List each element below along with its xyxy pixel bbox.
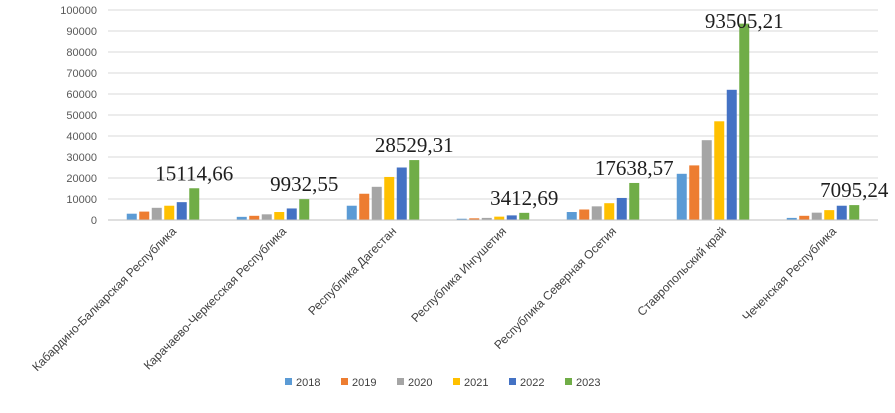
y-tick-label: 90000 xyxy=(66,26,97,38)
y-tick-label: 10000 xyxy=(66,194,97,206)
y-tick-label: 60000 xyxy=(66,89,97,101)
legend: 2018 2019 2020 2021 2022 2023 xyxy=(285,377,600,389)
bar-2022 xyxy=(396,167,407,220)
y-tick-label: 30000 xyxy=(66,152,97,164)
bar-2019 xyxy=(139,211,150,220)
data-label: 28529,31 xyxy=(375,133,454,157)
legend-swatch-2019 xyxy=(341,378,348,385)
legend-label: 2023 xyxy=(576,377,600,389)
bar-2018 xyxy=(786,217,797,220)
y-tick-label: 80000 xyxy=(66,47,97,59)
bar-2023 xyxy=(409,160,420,220)
data-label: 17638,57 xyxy=(595,156,674,180)
bar-2020 xyxy=(151,207,162,220)
data-label: 9932,55 xyxy=(270,172,338,196)
bar-2020 xyxy=(591,206,602,220)
bar-2020 xyxy=(811,212,822,220)
bar-2019 xyxy=(359,193,370,220)
y-tick-label: 0 xyxy=(91,215,97,227)
legend-label: 2018 xyxy=(296,377,320,389)
bar-2023 xyxy=(519,212,530,220)
gridlines xyxy=(108,9,878,200)
y-tick-label: 40000 xyxy=(66,131,97,143)
bar-2019 xyxy=(579,209,590,220)
bar-2020 xyxy=(261,214,272,220)
bar-2018 xyxy=(676,173,687,220)
bar-2018 xyxy=(236,216,247,220)
bar-2020 xyxy=(481,217,492,220)
bar-2022 xyxy=(616,197,627,220)
bar-2020 xyxy=(701,140,712,220)
legend-label: 2022 xyxy=(520,377,544,389)
legend-swatch-2018 xyxy=(285,378,292,385)
data-label: 15114,66 xyxy=(155,161,233,185)
legend-label: 2019 xyxy=(352,377,376,389)
data-label: 3412,69 xyxy=(490,186,558,210)
bar-2021 xyxy=(274,212,285,220)
bar-2022 xyxy=(726,89,737,220)
y-tick-label: 100000 xyxy=(60,5,97,17)
bar-2023 xyxy=(739,23,750,221)
bar-2019 xyxy=(689,165,700,220)
bar-2022 xyxy=(176,202,187,220)
data-labels: 15114,66 9932,55 28529,31 3412,69 17638,57 93… xyxy=(155,9,889,210)
y-tick-label: 20000 xyxy=(66,173,97,185)
bar-2021 xyxy=(824,210,835,220)
bar-2022 xyxy=(286,208,297,220)
legend-label: 2021 xyxy=(464,377,488,389)
bar-2019 xyxy=(249,215,260,220)
y-axis-ticks: 0 10000 20000 30000 40000 50000 60000 70000 8000… xyxy=(60,5,97,227)
bar-2021 xyxy=(714,121,725,220)
bar-2019 xyxy=(799,215,810,220)
legend-swatch-2023 xyxy=(565,378,572,385)
y-tick-label: 50000 xyxy=(66,110,97,122)
bar-2022 xyxy=(506,215,517,220)
legend-swatch-2020 xyxy=(397,378,404,385)
bar-2018 xyxy=(346,205,357,220)
y-tick-label: 70000 xyxy=(66,68,97,80)
legend-swatch-2022 xyxy=(509,378,516,385)
bar-2021 xyxy=(164,205,175,220)
bar-2023 xyxy=(189,188,200,220)
bar-2021 xyxy=(604,203,615,220)
bar-2018 xyxy=(126,213,137,220)
legend-label: 2020 xyxy=(408,377,432,389)
bar-2020 xyxy=(371,186,382,220)
bar-2023 xyxy=(849,205,860,220)
bar-2021 xyxy=(384,176,395,220)
bar-2018 xyxy=(456,218,467,220)
bars xyxy=(126,23,860,221)
bar-2023 xyxy=(629,182,640,220)
data-label: 7095,24 xyxy=(820,178,889,202)
bar-2021 xyxy=(494,216,505,220)
data-label: 93505,21 xyxy=(705,9,784,33)
bar-2019 xyxy=(469,218,480,220)
bar-2022 xyxy=(836,205,847,220)
legend-swatch-2021 xyxy=(453,378,460,385)
bar-2018 xyxy=(566,212,577,220)
bar-2023 xyxy=(299,199,310,220)
